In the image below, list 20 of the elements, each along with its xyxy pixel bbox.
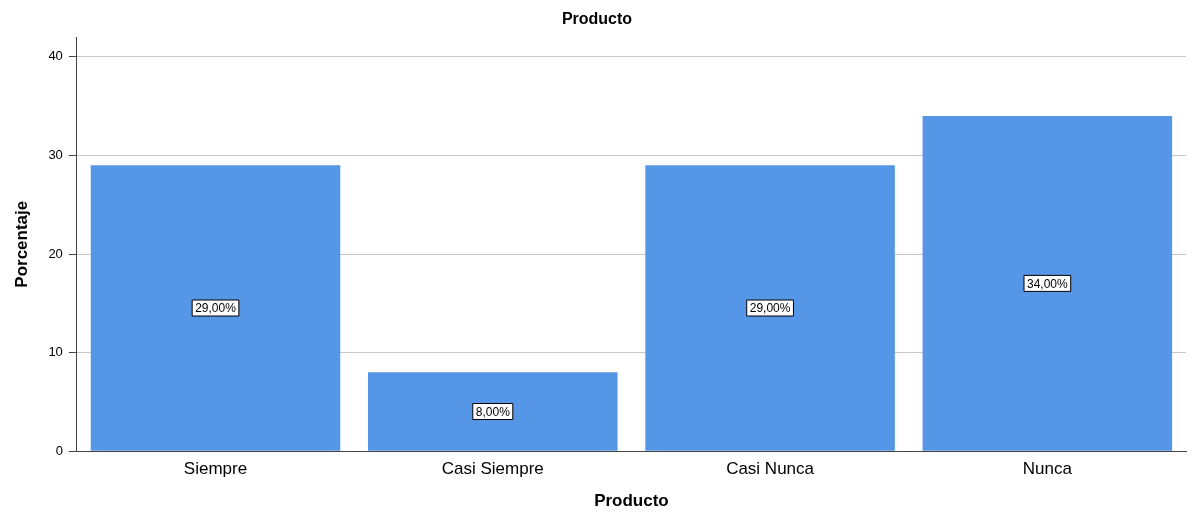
data-label: 34,00% — [1027, 276, 1069, 291]
x-tick-label: Casi Nunca — [726, 459, 815, 479]
y-tick-label: 20 — [48, 245, 63, 261]
bar — [645, 165, 895, 451]
y-tick-label: 10 — [48, 344, 63, 360]
x-tick-label: Casi Siempre — [441, 459, 544, 479]
y-axis-title: Porcentaje — [11, 200, 31, 288]
bar — [90, 165, 341, 451]
bar — [922, 116, 1173, 451]
chart-title: Producto — [561, 10, 633, 28]
y-tick-label: 40 — [48, 48, 63, 64]
data-label: 29,00% — [749, 301, 791, 316]
x-axis-title: Producto — [594, 491, 669, 511]
data-label: 8,00% — [475, 404, 511, 419]
x-tick-label: Nunca — [1022, 459, 1073, 479]
x-tick-label: Siempre — [183, 459, 248, 479]
bar — [368, 372, 618, 451]
y-tick-label: 30 — [48, 147, 63, 163]
data-label: 29,00% — [195, 301, 237, 316]
y-tick-label: 0 — [55, 442, 63, 458]
